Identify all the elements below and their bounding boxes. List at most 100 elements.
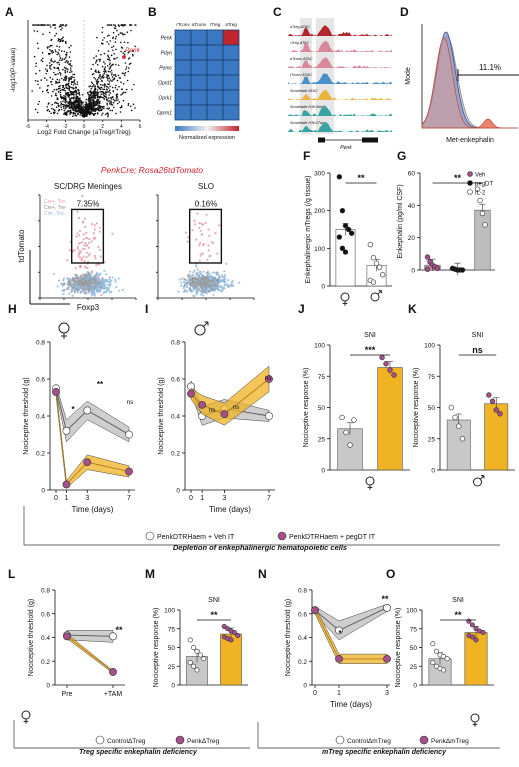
volcano-point bbox=[61, 88, 63, 91]
volcano-point bbox=[68, 82, 70, 85]
volcano-point bbox=[105, 85, 108, 88]
volcano-point bbox=[123, 24, 125, 26]
volcano-point bbox=[64, 90, 67, 92]
flow-dot bbox=[93, 279, 96, 282]
panelf-point bbox=[339, 245, 346, 252]
volcano-point bbox=[100, 53, 102, 56]
panelo-ytick-label: 75 bbox=[410, 626, 418, 633]
volcano-point bbox=[57, 104, 60, 107]
volcano-point bbox=[61, 37, 63, 40]
flow-dot bbox=[187, 273, 190, 277]
panelj-point bbox=[339, 414, 345, 421]
flow-dot bbox=[103, 269, 106, 272]
flow-dot bbox=[203, 278, 206, 281]
volcano-point bbox=[48, 110, 51, 113]
volcano-point bbox=[36, 42, 39, 45]
flow-dot bbox=[220, 290, 223, 293]
panelo-point bbox=[441, 653, 447, 659]
volcano-point bbox=[33, 24, 35, 26]
volcano-point bbox=[66, 93, 68, 95]
flow-dot bbox=[199, 270, 202, 273]
flow-dot bbox=[111, 276, 114, 279]
volcano-point bbox=[52, 90, 54, 93]
panelj-point bbox=[343, 429, 349, 436]
volcano-point bbox=[94, 94, 97, 97]
volcano-point bbox=[99, 60, 101, 62]
volcano-point bbox=[95, 104, 98, 106]
volcano-point bbox=[111, 109, 114, 112]
histogram-sample bbox=[421, 37, 518, 129]
volcano-point bbox=[103, 105, 105, 108]
volcano-point bbox=[101, 39, 104, 41]
volcano-point bbox=[65, 114, 68, 116]
panelk-ytick-label: 75 bbox=[428, 374, 436, 381]
volcano-point bbox=[110, 65, 113, 67]
heatmap-row-label: Oprk1 bbox=[158, 96, 172, 102]
paneln-xlabel: Time (days) bbox=[330, 700, 372, 709]
legend-item: ControlΔTreg bbox=[107, 738, 146, 745]
panel-letter-e: E bbox=[5, 149, 13, 163]
volcano-point bbox=[86, 113, 88, 116]
volcano-point bbox=[101, 76, 103, 79]
volcano-point bbox=[115, 94, 118, 97]
volcano-point bbox=[92, 63, 94, 66]
paneli-annotation: ns bbox=[233, 404, 241, 411]
flow-dot bbox=[205, 213, 208, 216]
volcano-point bbox=[55, 50, 57, 53]
volcano-point bbox=[99, 74, 101, 76]
flow-dot bbox=[79, 278, 83, 281]
volcano-point bbox=[58, 49, 60, 51]
flow-xlabel: Foxp3 bbox=[77, 303, 100, 312]
volcano-point bbox=[105, 93, 107, 96]
volcano-point bbox=[80, 100, 83, 102]
flow-dot bbox=[98, 248, 101, 252]
heatmap-colorbar bbox=[175, 126, 239, 131]
volcano-point bbox=[92, 105, 95, 107]
paneli-series-line bbox=[190, 378, 270, 415]
panelk-bar bbox=[484, 403, 509, 471]
volcano-point bbox=[120, 88, 123, 91]
volcano-point bbox=[115, 35, 117, 38]
volcano-point bbox=[100, 90, 103, 93]
flow-dot bbox=[83, 265, 87, 268]
volcano-point bbox=[48, 31, 51, 34]
volcano-point bbox=[117, 99, 119, 101]
volcano-point bbox=[46, 88, 49, 91]
volcano-point bbox=[114, 100, 116, 102]
volcano-point bbox=[127, 51, 129, 54]
volcano-point bbox=[124, 71, 127, 74]
volcano-point bbox=[98, 97, 101, 99]
flow-dot bbox=[86, 237, 89, 240]
volcano-point bbox=[57, 61, 60, 64]
flow-dot bbox=[201, 289, 205, 292]
flow-dot bbox=[193, 269, 196, 272]
volcano-point bbox=[116, 88, 119, 91]
volcano-point bbox=[90, 68, 93, 70]
volcano-point bbox=[46, 47, 49, 49]
volcano-point bbox=[88, 96, 91, 99]
volcano-point bbox=[50, 112, 52, 115]
volcano-point bbox=[62, 86, 64, 89]
flow-dot bbox=[211, 287, 214, 290]
volcano-point bbox=[77, 110, 80, 112]
volcano-point bbox=[40, 79, 42, 81]
flow-dot bbox=[83, 247, 86, 250]
volcano-point bbox=[107, 77, 109, 80]
panelg-point bbox=[424, 254, 431, 260]
flow-dot bbox=[182, 281, 185, 284]
volcano-point bbox=[106, 65, 109, 67]
panelm-ytick-label: 0 bbox=[171, 683, 175, 690]
panelg-point bbox=[474, 186, 481, 192]
panelh-xtick-label: 1 bbox=[64, 495, 68, 502]
volcano-point bbox=[111, 76, 114, 78]
flow-dot bbox=[182, 287, 185, 290]
volcano-point bbox=[88, 106, 91, 109]
volcano-point bbox=[58, 81, 60, 83]
volcano-point bbox=[61, 77, 63, 80]
panelh-ytick-label: 0.8 bbox=[36, 340, 45, 347]
volcano-point bbox=[75, 86, 77, 88]
volcano-point bbox=[127, 67, 130, 69]
volcano-point bbox=[103, 52, 106, 55]
flow-dot bbox=[177, 290, 180, 293]
gene-model-label: Penk bbox=[340, 145, 352, 151]
